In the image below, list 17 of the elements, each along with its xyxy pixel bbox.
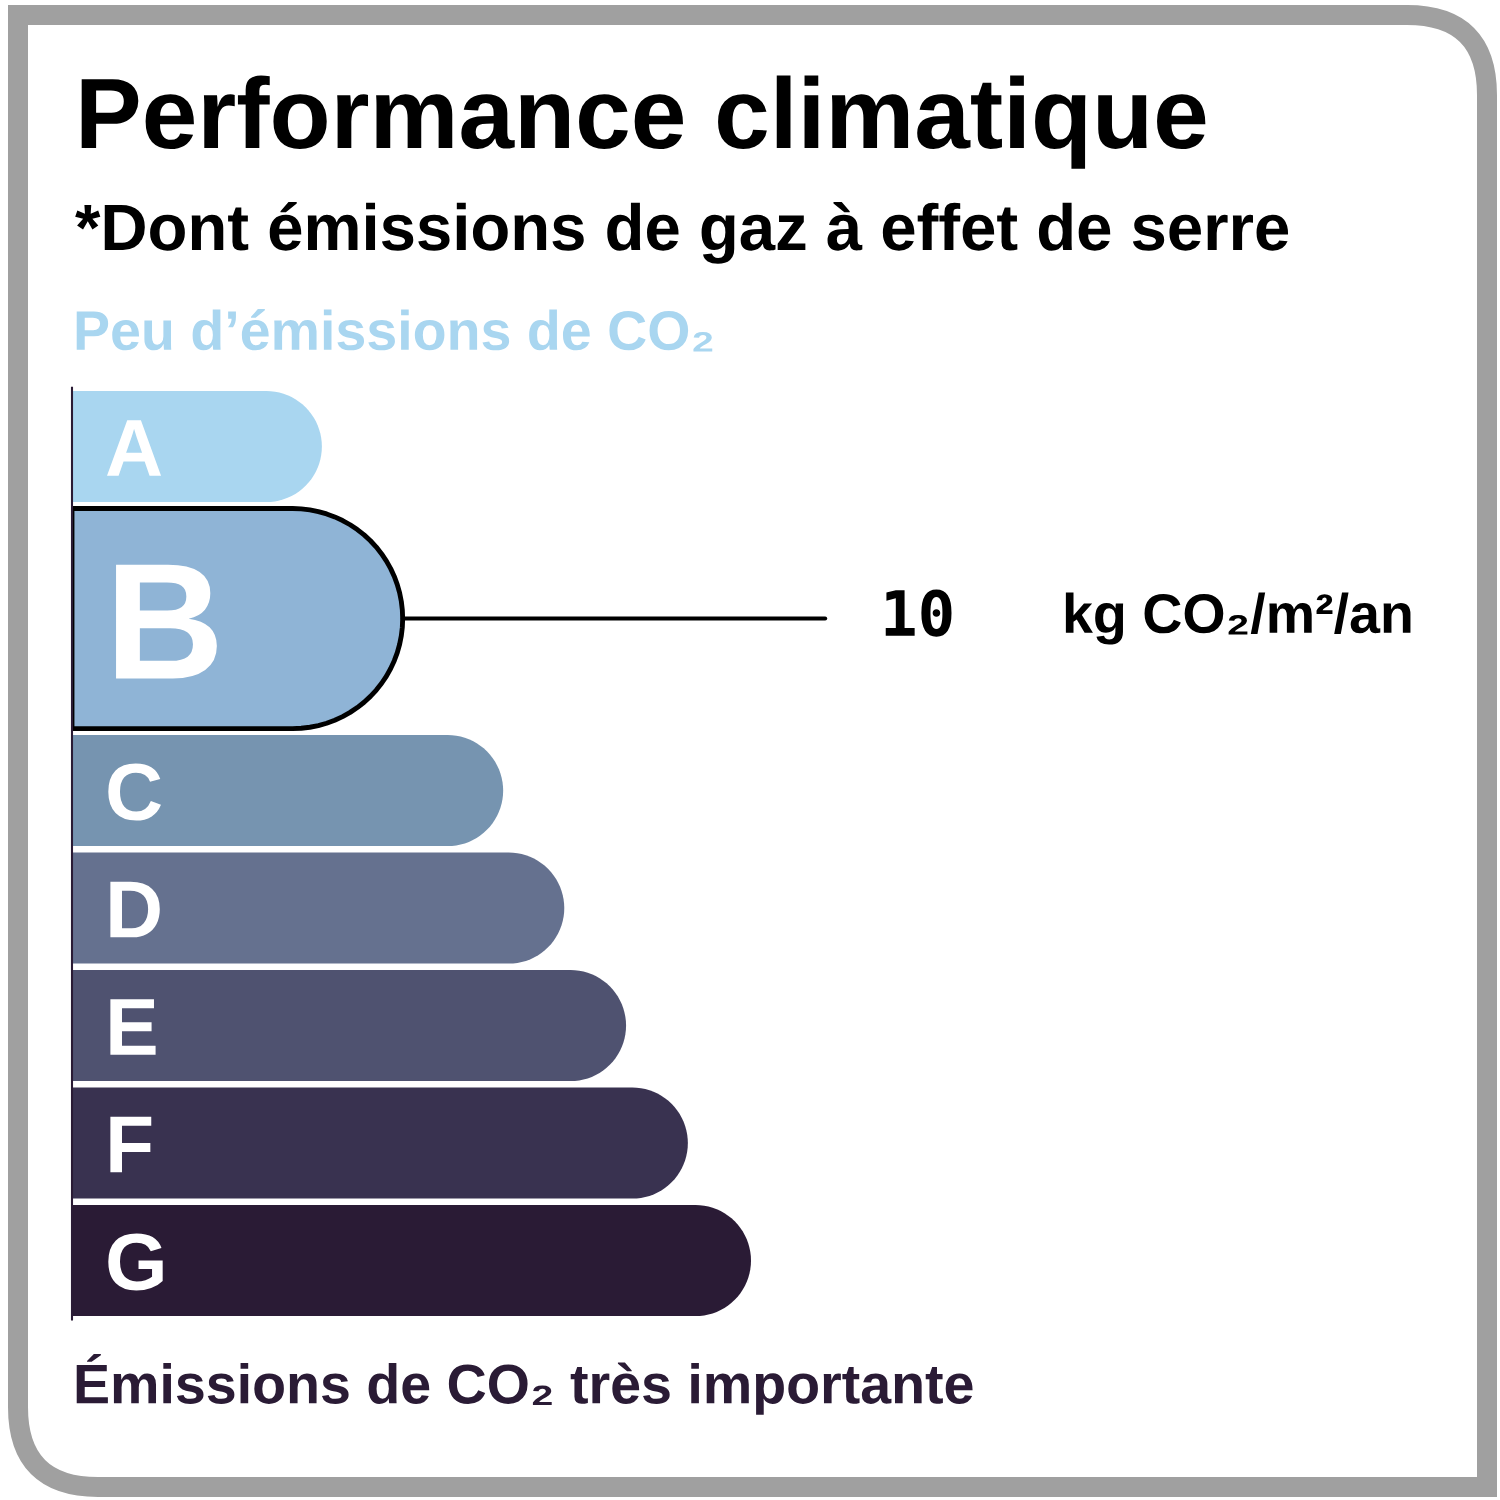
bar <box>72 1087 688 1199</box>
text: kg CO₂/m²/an <box>1065 592 1411 645</box>
y-tick-label: A <box>107 420 162 476</box>
y-tick-label: D <box>110 881 160 938</box>
y-tick-label: C <box>108 763 161 821</box>
y-tick-label: B <box>116 564 217 679</box>
annotation: 10 <box>885 589 952 637</box>
chart-title: Performance climatique <box>81 75 1206 169</box>
y-tick-label: E <box>110 999 156 1055</box>
y-tick-label: G <box>108 1233 163 1291</box>
y-tick-label: F <box>110 1116 152 1173</box>
text: Émissions de CO₂ très importante <box>76 1354 973 1415</box>
text: Peu d’émissions de CO₂ <box>76 309 713 352</box>
chart-subtitle: *Dont émissions de gaz à effet de serre <box>75 202 1289 264</box>
bar <box>72 970 627 1082</box>
bar <box>72 735 504 847</box>
bar <box>72 852 565 964</box>
